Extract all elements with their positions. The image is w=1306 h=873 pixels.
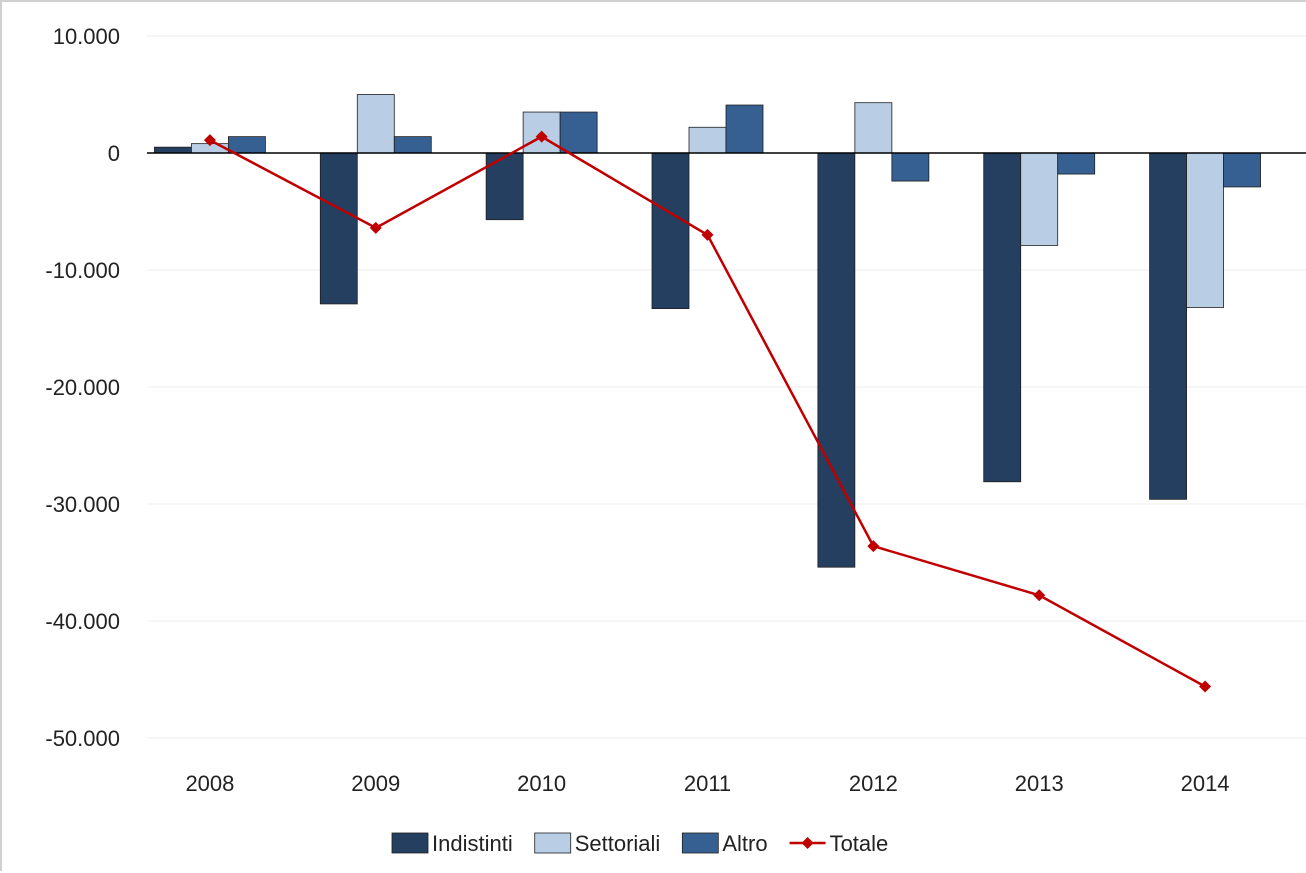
x-tick-label: 2008 <box>185 771 234 796</box>
bar-settoriali <box>1186 152 1224 308</box>
bars <box>154 94 1261 568</box>
bar-settoriali <box>854 102 893 154</box>
bar-indistinti <box>651 152 690 310</box>
x-tick-label: 2012 <box>849 771 898 796</box>
point-totale <box>369 221 382 234</box>
y-tick-label: -30.000 <box>45 492 120 517</box>
x-tick-label: 2014 <box>1181 771 1230 796</box>
legend-swatch-altro <box>681 832 719 854</box>
bar-settoriali <box>356 94 395 154</box>
x-tick-label: 2009 <box>351 771 400 796</box>
bar-settoriali <box>688 126 727 154</box>
x-tick-label: 2010 <box>517 771 566 796</box>
point-totale <box>867 540 880 553</box>
y-tick-label: -50.000 <box>45 726 120 751</box>
bar-indistinti <box>817 152 856 568</box>
legend-marker-totale <box>801 837 814 849</box>
legend-swatch-indistinti <box>391 832 429 854</box>
point-totale <box>203 134 216 147</box>
bar-indistinti <box>983 152 1022 483</box>
y-tick-label: -20.000 <box>45 375 120 400</box>
legend-swatch-settoriali <box>534 832 572 854</box>
bar-altro <box>725 104 764 154</box>
total-line <box>203 130 1212 693</box>
point-totale <box>1199 680 1212 693</box>
bar-altro <box>393 136 432 154</box>
bar-altro <box>228 136 266 154</box>
x-axis-ticks: 2008 2009 2010 2011 2012 2013 2014 <box>185 771 1229 796</box>
bar-indistinti <box>154 146 192 154</box>
bar-indistinti <box>319 152 358 305</box>
legend: Indistinti Settoriali Altro Totale <box>391 831 889 856</box>
bar-altro <box>891 152 930 182</box>
legend-label-settoriali: Settoriali <box>575 831 661 856</box>
point-totale <box>1033 589 1046 602</box>
y-tick-label: -40.000 <box>45 609 120 634</box>
x-tick-label: 2011 <box>684 771 731 796</box>
y-tick-label: 10.000 <box>53 24 120 49</box>
legend-label-altro: Altro <box>722 831 767 856</box>
y-axis-ticks: 10.000 0 -10.000 -20.000 -30.000 -40.000 -50.0… <box>45 24 120 751</box>
point-totale <box>535 130 548 143</box>
y-tick-label: 0 <box>108 141 120 166</box>
legend-label-indistinti: Indistinti <box>432 831 513 856</box>
bar-altro <box>559 111 598 154</box>
legend-label-totale: Totale <box>830 831 889 856</box>
x-tick-label: 2013 <box>1015 771 1064 796</box>
bar-settoriali <box>1020 152 1059 246</box>
bar-altro <box>1057 152 1096 175</box>
point-totale <box>701 228 714 241</box>
bar-indistinti <box>1149 152 1187 500</box>
bar-altro <box>1223 152 1261 188</box>
y-tick-label: -10.000 <box>45 258 120 283</box>
